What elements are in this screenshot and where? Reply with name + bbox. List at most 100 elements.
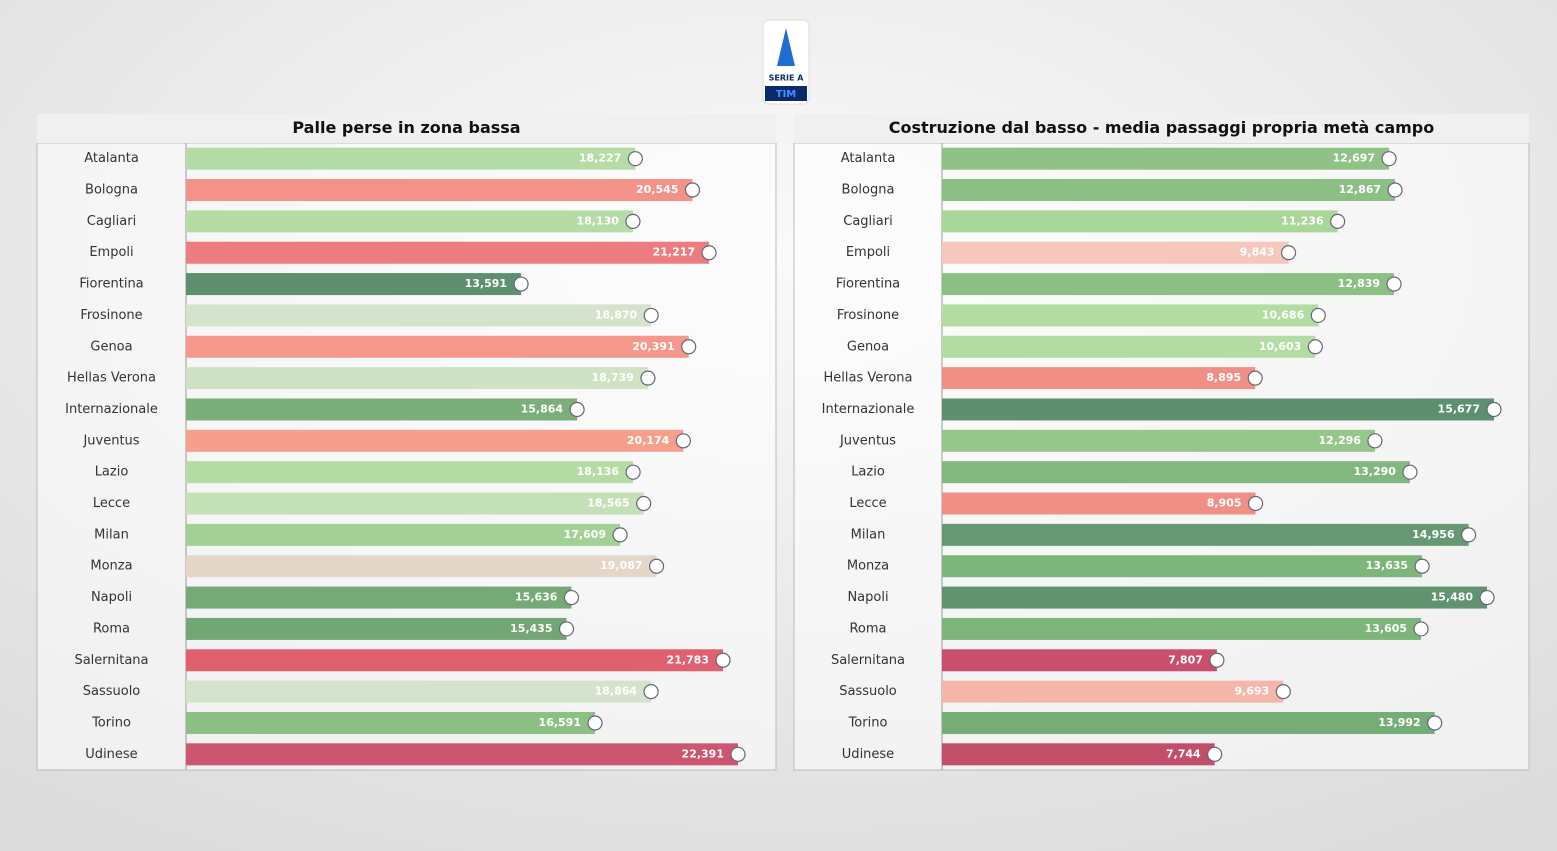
category-label: Milan bbox=[94, 527, 129, 542]
chart-panel: Palle perse in zona bassa Atalanta 18,227 B… bbox=[36, 114, 777, 771]
bar bbox=[186, 210, 633, 233]
bar bbox=[186, 241, 710, 264]
team-badge bbox=[640, 370, 656, 386]
bar bbox=[942, 210, 1338, 233]
bar bbox=[942, 649, 1217, 672]
category-label: Genoa bbox=[847, 339, 889, 354]
value-label: 15,480 bbox=[1431, 591, 1474, 604]
title-band bbox=[37, 114, 776, 143]
value-label: 13,591 bbox=[465, 277, 507, 290]
bar bbox=[942, 273, 1395, 296]
category-label: Roma bbox=[93, 621, 130, 636]
bar bbox=[942, 680, 1284, 703]
team-badge bbox=[625, 213, 641, 229]
team-badge bbox=[1381, 151, 1397, 167]
value-label: 9,693 bbox=[1235, 685, 1270, 698]
value-label: 7,807 bbox=[1168, 653, 1203, 666]
value-label: 15,636 bbox=[515, 591, 558, 604]
value-label: 14,956 bbox=[1412, 528, 1455, 541]
category-label: Sassuolo bbox=[83, 684, 141, 699]
bar bbox=[186, 711, 596, 734]
value-label: 11,236 bbox=[1281, 214, 1324, 227]
bar bbox=[186, 743, 738, 766]
team-badge bbox=[684, 182, 701, 198]
value-label: 13,290 bbox=[1353, 465, 1396, 478]
value-label: 12,296 bbox=[1318, 434, 1361, 447]
bar bbox=[942, 711, 1435, 734]
value-label: 20,545 bbox=[636, 183, 678, 196]
category-label: Frosinone bbox=[80, 308, 142, 323]
team-badge bbox=[701, 245, 717, 261]
bar bbox=[186, 461, 634, 484]
bar bbox=[186, 367, 648, 390]
category-label: Hellas Verona bbox=[824, 371, 913, 386]
bar bbox=[186, 555, 657, 578]
category-label: Udinese bbox=[85, 747, 137, 762]
value-label: 13,605 bbox=[1365, 622, 1407, 635]
team-badge bbox=[558, 621, 575, 637]
bar bbox=[186, 492, 644, 515]
team-badge bbox=[625, 464, 641, 480]
value-label: 15,864 bbox=[521, 402, 564, 415]
category-label: Torino bbox=[91, 715, 131, 730]
bar bbox=[942, 743, 1215, 766]
bar bbox=[186, 335, 689, 358]
value-label: 18,870 bbox=[595, 308, 638, 321]
value-label: 8,905 bbox=[1207, 497, 1242, 510]
value-label: 20,174 bbox=[627, 434, 670, 447]
category-label: Empoli bbox=[846, 245, 890, 260]
chart-title: Palle perse in zona bassa bbox=[292, 118, 520, 137]
value-label: 18,864 bbox=[595, 685, 638, 698]
category-label: Internazionale bbox=[65, 402, 158, 417]
category-label: Internazionale bbox=[822, 402, 915, 417]
logo: SERIE A TIM bbox=[762, 19, 810, 105]
team-badge bbox=[1247, 495, 1264, 512]
team-badge bbox=[1486, 401, 1502, 418]
team-badge bbox=[1386, 276, 1402, 292]
team-badge bbox=[1310, 307, 1326, 324]
value-label: 12,697 bbox=[1333, 152, 1375, 165]
team-badge bbox=[1209, 652, 1225, 668]
team-badge bbox=[730, 746, 746, 762]
chart-title: Costruzione dal basso - media passaggi p… bbox=[889, 118, 1435, 137]
value-label: 15,677 bbox=[1438, 402, 1480, 415]
value-label: 13,635 bbox=[1366, 559, 1408, 572]
category-label: Juventus bbox=[839, 433, 896, 448]
value-label: 18,130 bbox=[577, 214, 620, 227]
bar bbox=[186, 273, 522, 296]
category-label: Napoli bbox=[91, 590, 132, 605]
team-badge bbox=[1247, 370, 1263, 386]
team-badge bbox=[1207, 746, 1223, 762]
value-label: 12,839 bbox=[1338, 277, 1380, 290]
bar bbox=[942, 304, 1319, 327]
bar bbox=[942, 523, 1469, 546]
team-badge bbox=[563, 589, 580, 606]
value-label: 13,992 bbox=[1378, 716, 1420, 729]
bar bbox=[942, 241, 1289, 264]
value-label: 18,136 bbox=[577, 465, 620, 478]
team-badge bbox=[681, 339, 697, 355]
category-label: Salernitana bbox=[74, 653, 148, 668]
value-label: 21,783 bbox=[667, 653, 709, 666]
value-label: 17,609 bbox=[564, 528, 606, 541]
value-label: 21,217 bbox=[653, 246, 695, 259]
value-label: 18,739 bbox=[592, 371, 634, 384]
category-label: Fiorentina bbox=[79, 277, 143, 292]
value-label: 7,744 bbox=[1166, 747, 1201, 760]
bar bbox=[942, 367, 1256, 390]
bar bbox=[186, 147, 636, 170]
category-label: Bologna bbox=[842, 183, 895, 198]
bar bbox=[186, 179, 693, 202]
bar bbox=[942, 147, 1390, 170]
category-label: Lecce bbox=[849, 496, 886, 511]
team-badge bbox=[1275, 684, 1291, 700]
team-badge bbox=[513, 276, 529, 292]
value-label: 9,843 bbox=[1240, 246, 1275, 259]
bar bbox=[186, 586, 572, 609]
logo-band bbox=[765, 86, 807, 101]
value-label: 8,895 bbox=[1206, 371, 1241, 384]
category-label: Lazio bbox=[95, 465, 129, 480]
value-label: 18,227 bbox=[579, 152, 621, 165]
category-label: Genoa bbox=[90, 339, 132, 354]
value-label: 16,591 bbox=[539, 716, 581, 729]
